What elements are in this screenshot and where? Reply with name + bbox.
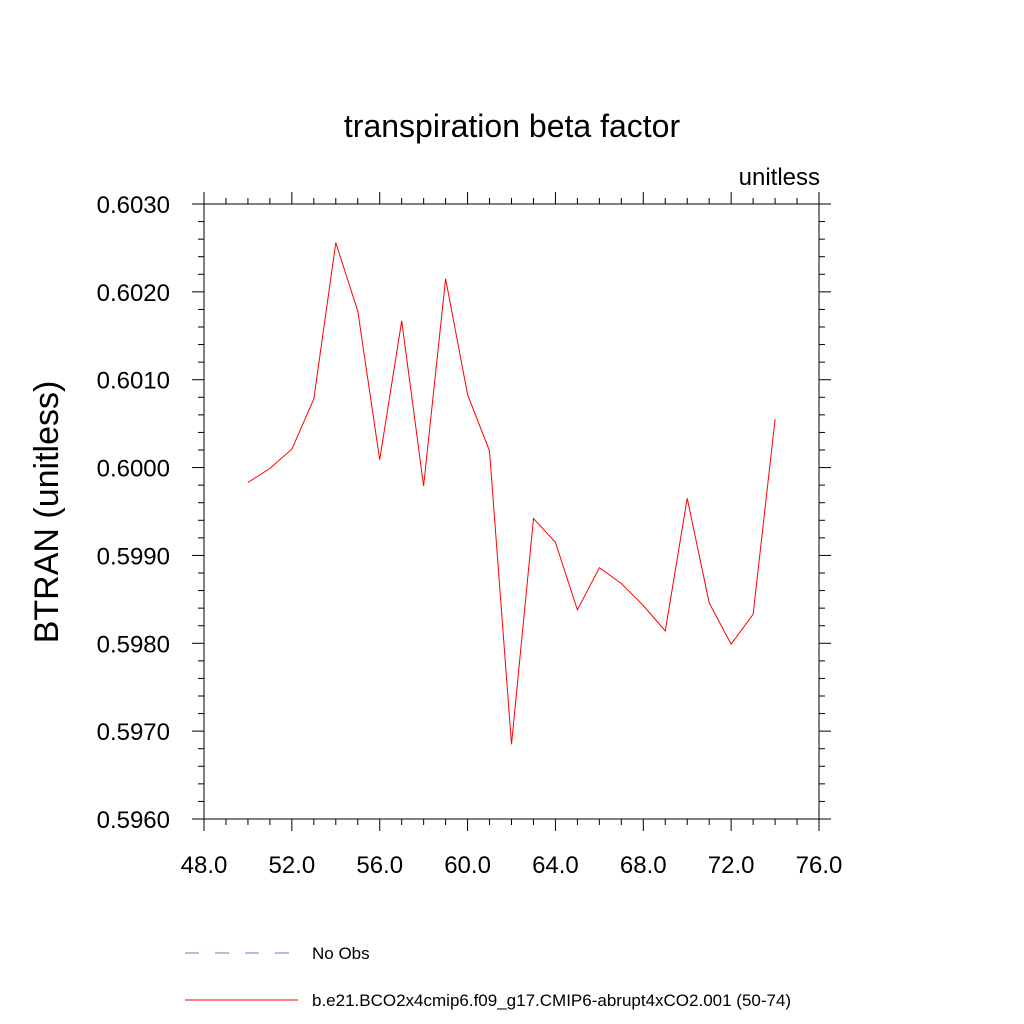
x-tick-label: 72.0	[708, 852, 755, 879]
x-tick-label: 48.0	[181, 852, 228, 879]
y-tick-label: 0.6030	[97, 192, 170, 219]
x-tick-label: 68.0	[620, 852, 667, 879]
series-line	[247, 242, 776, 745]
x-tick-label: 52.0	[268, 852, 315, 879]
series-layer	[247, 242, 776, 745]
tick-labels: 48.0 52.0 56.0 60.0 64.0 68.0 72.0 76.0 0.5960 0.…	[97, 192, 843, 879]
legend-label-no-obs: No Obs	[312, 944, 370, 963]
x-tick-label: 64.0	[532, 852, 579, 879]
y-axis-label: BTRAN (unitless)	[28, 381, 66, 644]
x-tick-label: 76.0	[796, 852, 843, 879]
x-tick-label: 60.0	[444, 852, 491, 879]
y-tick-label: 0.5960	[97, 807, 170, 834]
axis-ticks	[192, 192, 831, 831]
chart-title: transpiration beta factor	[344, 108, 681, 144]
plot-frame	[203, 203, 820, 820]
y-tick-label: 0.6020	[97, 280, 170, 307]
y-tick-label: 0.6010	[97, 368, 170, 395]
y-tick-label: 0.5990	[97, 543, 170, 570]
legend-label-model: b.e21.BCO2x4cmip6.f09_g17.CMIP6-abrupt4x…	[312, 991, 791, 1010]
y-tick-label: 0.5970	[97, 719, 170, 746]
legend: No Obs b.e21.BCO2x4cmip6.f09_g17.CMIP6-a…	[185, 944, 791, 1010]
y-tick-label: 0.6000	[97, 456, 170, 483]
y-tick-label: 0.5980	[97, 631, 170, 658]
x-tick-label: 56.0	[356, 852, 403, 879]
units-label: unitless	[739, 164, 820, 191]
